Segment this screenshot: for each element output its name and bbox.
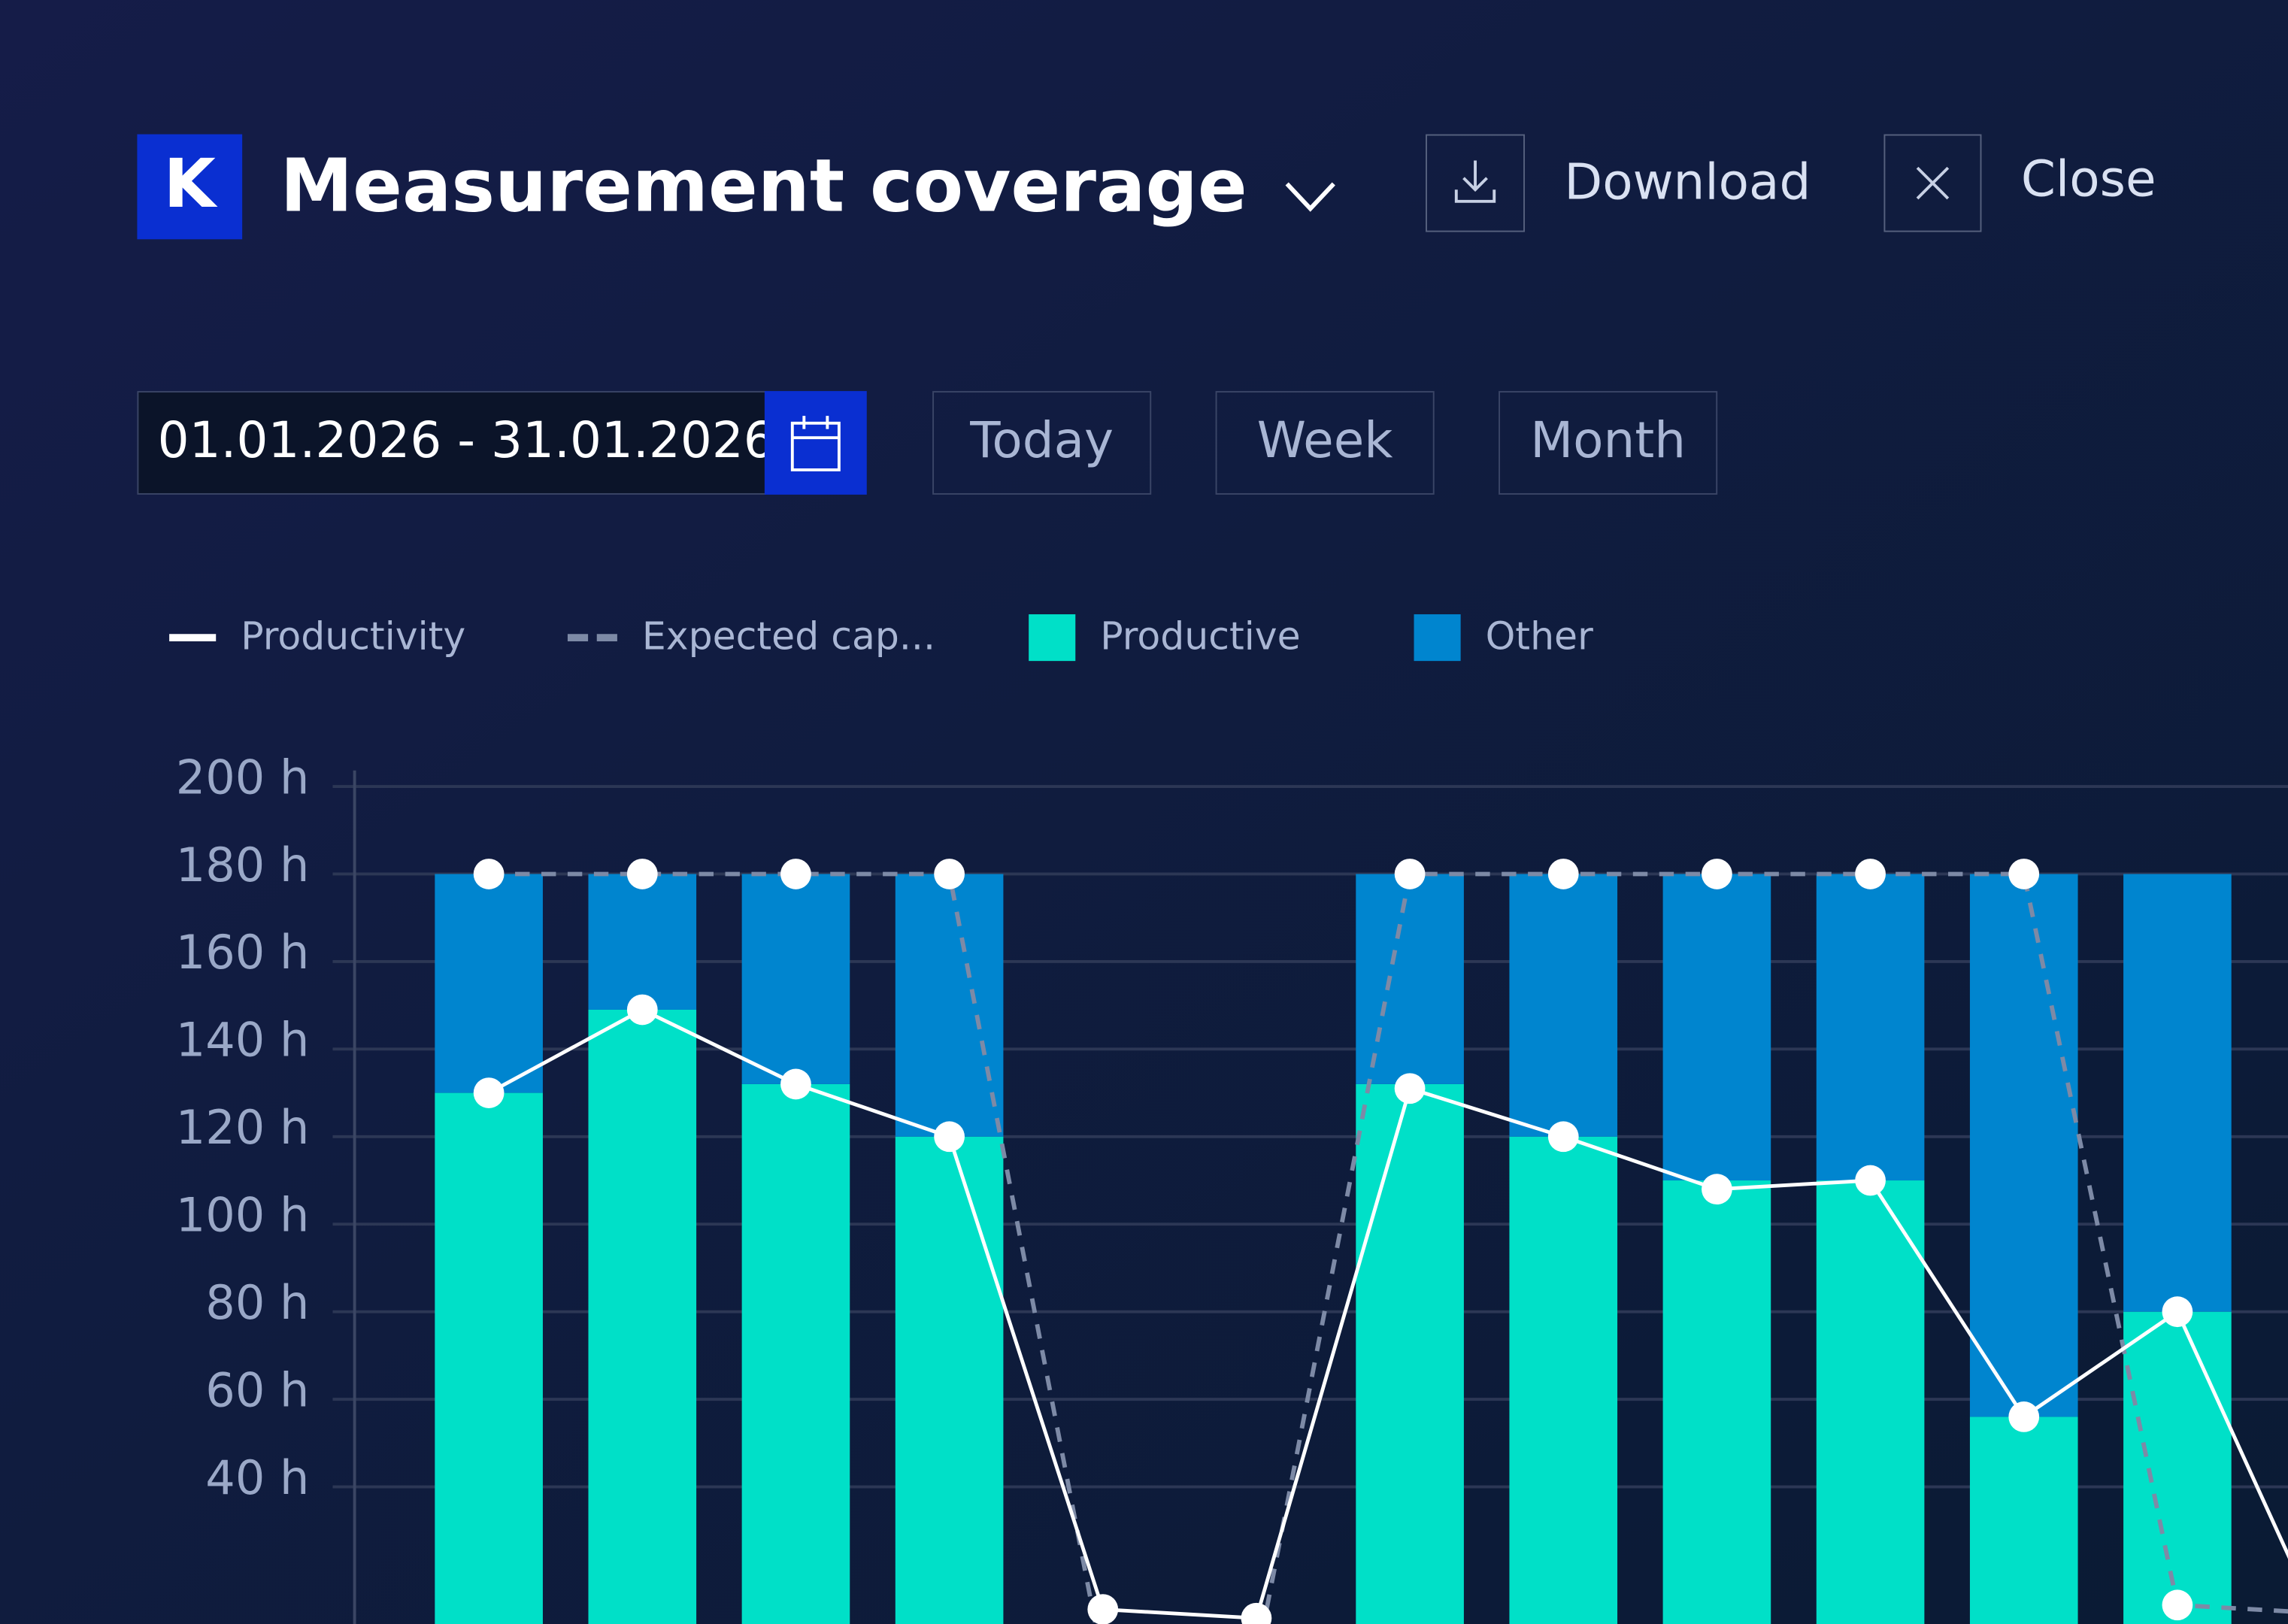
line-marker [2162, 1296, 2193, 1328]
close-label[interactable]: Close [2021, 150, 2156, 208]
legend-label[interactable]: Productivity [241, 614, 465, 659]
bar-segment [1509, 874, 1618, 1137]
legend-swatch [1029, 614, 1076, 662]
bar-segment [435, 1092, 543, 1624]
close-icon [1916, 166, 1950, 200]
line-marker [1702, 859, 1732, 889]
bar-segment [1662, 1180, 1771, 1624]
bar-segment [1816, 874, 1925, 1181]
date-input[interactable] [137, 391, 766, 495]
logo [137, 134, 243, 240]
bar-segment [435, 874, 543, 1093]
y-tick-label: 60 h [205, 1362, 309, 1417]
title: Measurement coverage [280, 144, 1247, 229]
line-marker [1855, 1165, 1886, 1196]
logo-letter: K [164, 145, 218, 223]
line-marker [1547, 859, 1579, 889]
legend-label[interactable]: Productive [1100, 614, 1300, 659]
y-tick-label: 140 h [176, 1013, 310, 1068]
line-marker [1855, 859, 1886, 889]
download-icon [1454, 160, 1496, 203]
title-dropdown[interactable] [1285, 182, 1335, 212]
download-button[interactable] [1426, 134, 1526, 232]
y-tick-label: 160 h [176, 925, 310, 980]
line-marker [473, 1077, 505, 1108]
bar-segment [1356, 1083, 1464, 1624]
bar-segment [1356, 874, 1464, 1084]
period-button[interactable] [932, 391, 1152, 495]
y-tick-label: 180 h [176, 838, 310, 892]
download-label[interactable]: Download [1564, 153, 1811, 211]
period-label[interactable]: Week [1257, 411, 1394, 469]
calendar-icon [790, 416, 841, 471]
bar-segment [1662, 874, 1771, 1181]
line-marker [1547, 1121, 1579, 1153]
line-marker [934, 859, 965, 889]
bar-segment [588, 874, 697, 1010]
line-marker [2008, 859, 2040, 889]
line-marker [1241, 1602, 1272, 1624]
line-marker [2162, 1589, 2193, 1621]
y-tick-label: 200 h [176, 750, 310, 804]
bar-segment [1969, 1416, 2078, 1624]
line-marker [1394, 1073, 1426, 1104]
line-marker [1394, 859, 1426, 889]
line-marker [1702, 1174, 1732, 1205]
bar-segment [741, 1083, 850, 1624]
bar-segment [741, 874, 850, 1084]
line-marker [626, 859, 658, 889]
line-marker [626, 994, 658, 1026]
bar-segment [2123, 874, 2232, 1312]
y-tick-label: 80 h [205, 1275, 309, 1330]
line-marker [2008, 1401, 2040, 1432]
period-button[interactable] [1499, 391, 1718, 495]
period-label[interactable]: Month [1530, 411, 1686, 469]
period-label[interactable]: Today [969, 411, 1114, 469]
line-marker [780, 859, 811, 889]
bar-segment [1509, 1136, 1618, 1624]
legend-label[interactable]: Other [1486, 614, 1593, 659]
line-marker [1087, 1594, 1119, 1624]
calendar-button[interactable] [764, 391, 867, 495]
line-marker [934, 1121, 965, 1153]
period-button[interactable] [1215, 391, 1435, 495]
bar-segment [588, 1009, 697, 1624]
legend-swatch [1414, 614, 1461, 662]
bar-segment [2123, 1311, 2232, 1624]
bar-segment [895, 874, 1004, 1137]
date-range[interactable]: 01.01.2026 - 31.01.2026 [158, 411, 775, 469]
y-tick-label: 120 h [176, 1100, 310, 1155]
bar-segment [1969, 874, 2078, 1417]
close-button[interactable] [1883, 134, 1982, 232]
bar-segment [895, 1136, 1004, 1624]
line-marker [473, 859, 505, 889]
legend-label[interactable]: Expected cap... [642, 614, 935, 659]
y-tick-label: 40 h [205, 1450, 309, 1505]
bar-segment [1816, 1180, 1925, 1624]
line-marker [780, 1068, 811, 1100]
y-tick-label: 100 h [176, 1188, 310, 1243]
